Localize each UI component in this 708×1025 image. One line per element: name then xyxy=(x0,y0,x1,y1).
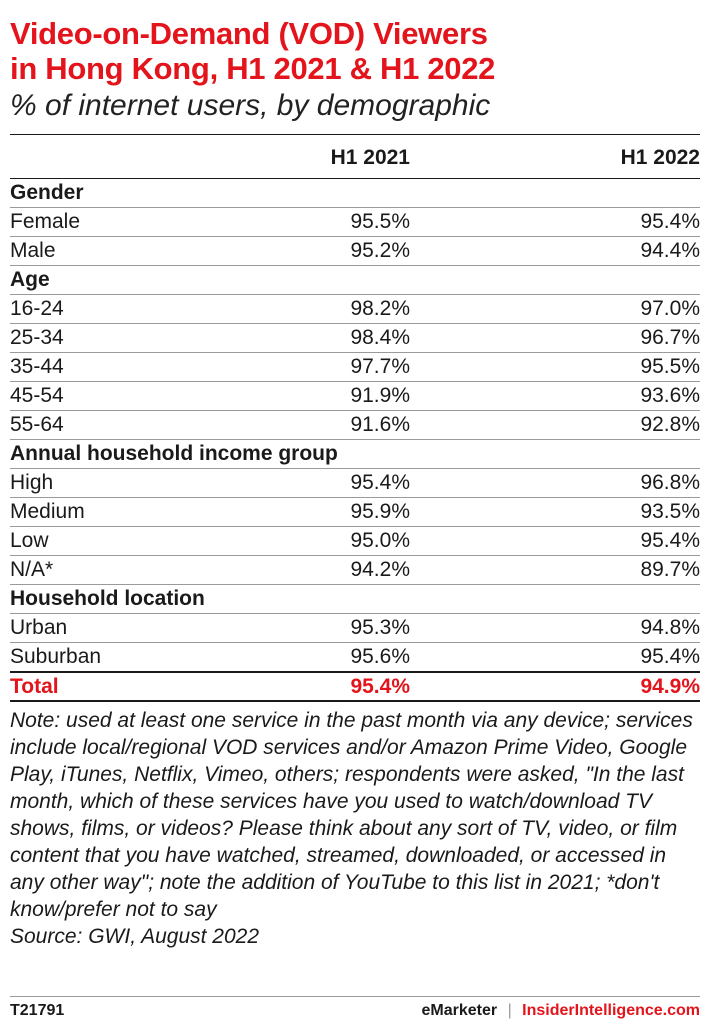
value-h1-2021: 97.7% xyxy=(350,355,410,378)
row-label: N/A* xyxy=(10,558,54,581)
chart-id: T21791 xyxy=(10,1002,65,1019)
group-header-row: Gender xyxy=(10,179,700,208)
group-label: Annual household income group xyxy=(10,442,338,465)
footer: T21791 eMarketer | InsiderIntelligence.c… xyxy=(10,996,700,1025)
total-value-h1-2021: 95.4% xyxy=(350,674,410,698)
value-h1-2021: 94.2% xyxy=(350,558,410,581)
top-rule xyxy=(10,134,700,135)
source-text: Source: GWI, August 2022 xyxy=(10,925,260,948)
group-label: Household location xyxy=(10,587,205,610)
title-line-2: in Hong Kong, H1 2021 & H1 2022 xyxy=(10,51,496,86)
emarketer-logo-text: eMarketer xyxy=(421,1002,498,1019)
row-label: Low xyxy=(10,529,49,552)
row-label: Suburban xyxy=(10,645,102,668)
value-h1-2021: 95.2% xyxy=(350,239,410,262)
value-h1-2022: 95.5% xyxy=(640,355,700,378)
table-row: Urban 95.3% 94.8% xyxy=(10,614,700,643)
row-label: Medium xyxy=(10,500,85,523)
table-row: Low 95.0% 95.4% xyxy=(10,527,700,556)
row-label: 25-34 xyxy=(10,326,64,349)
value-h1-2022: 95.4% xyxy=(640,210,700,233)
value-h1-2021: 95.6% xyxy=(350,645,410,668)
value-h1-2022: 89.7% xyxy=(640,558,700,581)
total-label: Total xyxy=(10,674,59,698)
value-h1-2022: 96.7% xyxy=(640,326,700,349)
group-header-row: Annual household income group xyxy=(10,440,700,469)
table-row: Suburban 95.6% 95.4% xyxy=(10,643,700,672)
value-h1-2022: 93.6% xyxy=(640,384,700,407)
table-row: Male 95.2% 94.4% xyxy=(10,237,700,266)
group-header-row: Age xyxy=(10,266,700,295)
total-value-h1-2022: 94.9% xyxy=(640,674,700,698)
table-row: 45-54 91.9% 93.6% xyxy=(10,382,700,411)
group-header-row: Household location xyxy=(10,585,700,614)
value-h1-2021: 95.3% xyxy=(350,616,410,639)
column-header-h1-2021: H1 2021 xyxy=(330,145,410,169)
table-row: 35-44 97.7% 95.5% xyxy=(10,353,700,382)
note-text: Note: used at least one service in the p… xyxy=(10,709,693,921)
footer-separator: | xyxy=(507,1002,512,1019)
table-header-row: H1 2021 H1 2022 xyxy=(10,135,700,179)
table-row: Medium 95.9% 93.5% xyxy=(10,498,700,527)
footer-brand: eMarketer | InsiderIntelligence.com xyxy=(422,1002,701,1020)
value-h1-2021: 95.9% xyxy=(350,500,410,523)
row-label: 35-44 xyxy=(10,355,64,378)
group-label: Age xyxy=(10,268,50,291)
chart-container: Video-on-Demand (VOD) Viewers in Hong Ko… xyxy=(10,0,700,950)
row-label: 55-64 xyxy=(10,413,64,436)
value-h1-2021: 95.5% xyxy=(350,210,410,233)
column-header-h1-2022: H1 2022 xyxy=(620,145,700,169)
table-row: 25-34 98.4% 96.7% xyxy=(10,324,700,353)
table-row: 16-24 98.2% 97.0% xyxy=(10,295,700,324)
value-h1-2022: 97.0% xyxy=(640,297,700,320)
chart-note: Note: used at least one service in the p… xyxy=(10,707,700,950)
table-row: Female 95.5% 95.4% xyxy=(10,208,700,237)
chart-subtitle: % of internet users, by demographic xyxy=(10,89,491,122)
row-label: Urban xyxy=(10,616,68,639)
row-label: 16-24 xyxy=(10,297,64,320)
row-label: 45-54 xyxy=(10,384,64,407)
value-h1-2022: 93.5% xyxy=(640,500,700,523)
value-h1-2021: 95.0% xyxy=(350,529,410,552)
table-body: Gender Female 95.5% 95.4% Male 95.2% 94.4% Age 1… xyxy=(10,179,700,701)
value-h1-2022: 94.4% xyxy=(640,239,700,262)
value-h1-2021: 91.6% xyxy=(350,413,410,436)
value-h1-2022: 94.8% xyxy=(640,616,700,639)
value-h1-2021: 95.4% xyxy=(350,471,410,494)
table-row: N/A* 94.2% 89.7% xyxy=(10,556,700,585)
table-row: 55-64 91.6% 92.8% xyxy=(10,411,700,440)
title-line-1: Video-on-Demand (VOD) Viewers xyxy=(10,16,488,51)
group-label: Gender xyxy=(10,181,84,204)
value-h1-2022: 96.8% xyxy=(640,471,700,494)
value-h1-2022: 95.4% xyxy=(640,645,700,668)
header-label-cell xyxy=(10,135,267,179)
value-h1-2021: 91.9% xyxy=(350,384,410,407)
table-row: High 95.4% 96.8% xyxy=(10,469,700,498)
total-row: Total 95.4% 94.9% xyxy=(10,672,700,701)
row-label: High xyxy=(10,471,54,494)
data-table: H1 2021 H1 2022 Gender Female 95.5% 95.4% Ma… xyxy=(10,135,700,702)
value-h1-2021: 98.2% xyxy=(350,297,410,320)
row-label: Female xyxy=(10,210,81,233)
value-h1-2021: 98.4% xyxy=(350,326,410,349)
row-label: Male xyxy=(10,239,56,262)
value-h1-2022: 95.4% xyxy=(640,529,700,552)
chart-title: Video-on-Demand (VOD) Viewers in Hong Ko… xyxy=(10,16,700,86)
insider-intelligence-link[interactable]: InsiderIntelligence.com xyxy=(522,1002,700,1019)
value-h1-2022: 92.8% xyxy=(640,413,700,436)
